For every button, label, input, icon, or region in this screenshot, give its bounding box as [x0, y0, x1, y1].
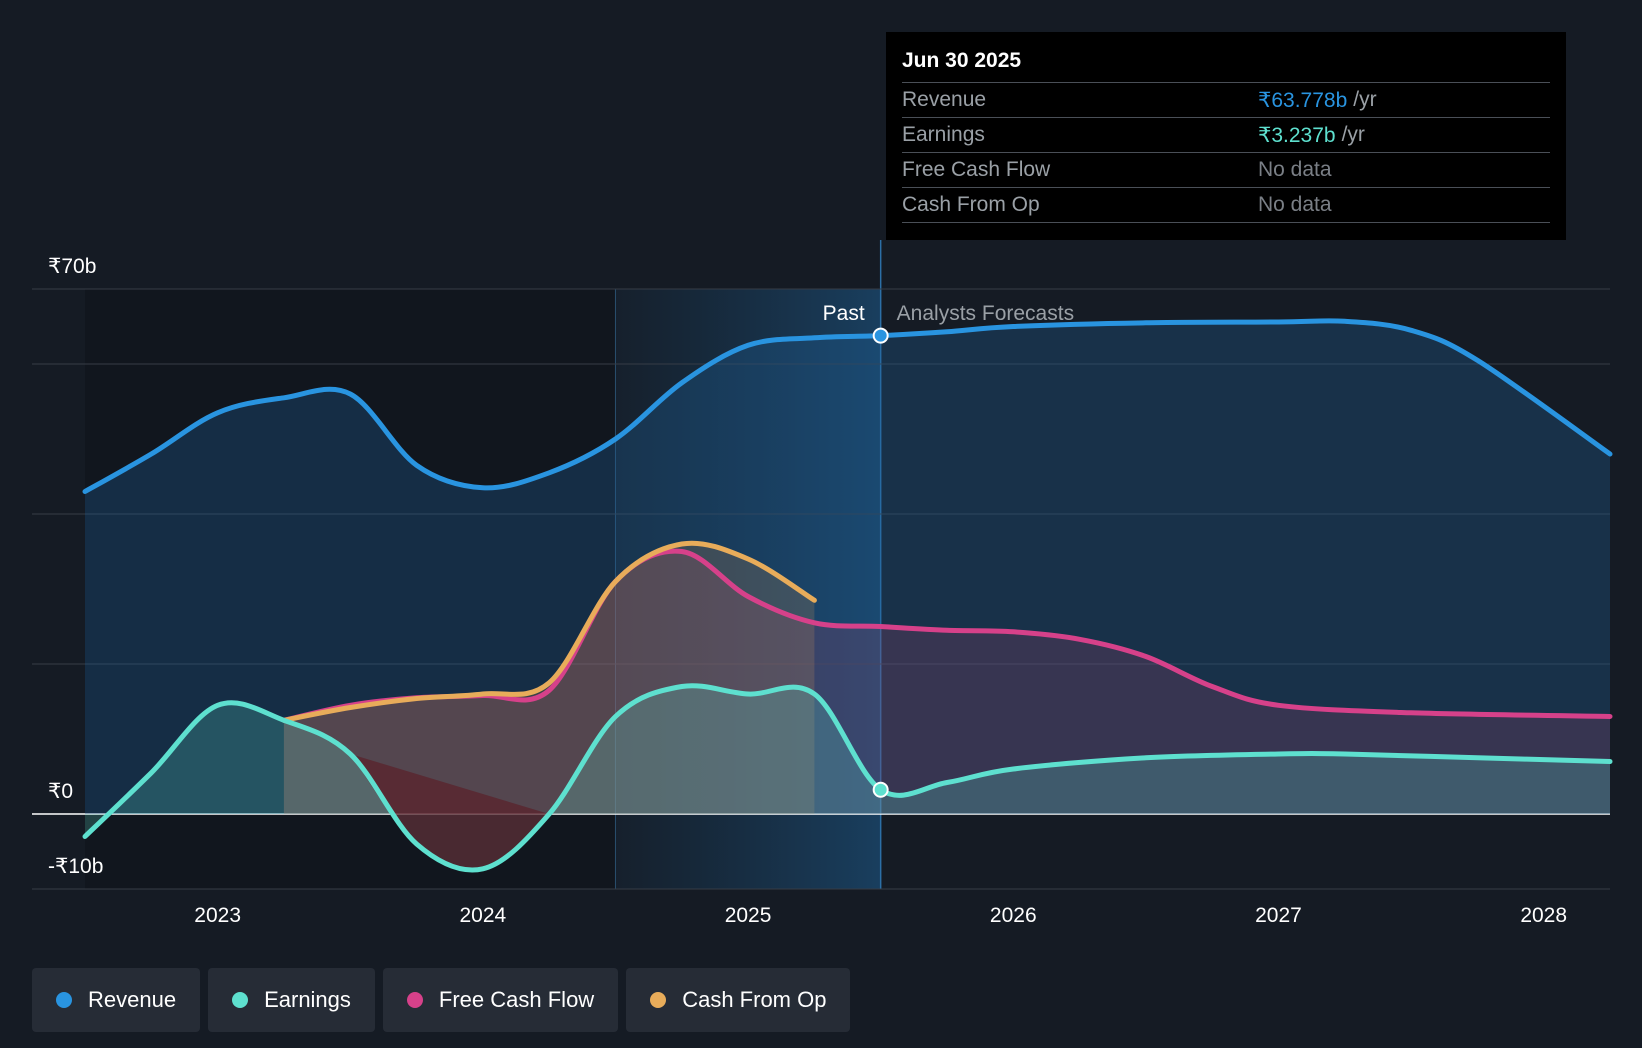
legend-item-cash-from-op[interactable]: Cash From Op: [626, 968, 851, 1032]
area-free-cash-flow: [283, 551, 1610, 814]
legend-label: Earnings: [264, 987, 351, 1012]
marker-revenue: [872, 327, 889, 344]
line-revenue: [82, 318, 1613, 494]
x-tick-label: 2026: [990, 904, 1037, 927]
legend-item-revenue[interactable]: Revenue: [32, 968, 201, 1032]
line-cash-from-op: [281, 540, 817, 723]
tooltip-row-earnings: Earnings ₹3.237b /yr: [902, 117, 1550, 152]
gridlines: [32, 288, 1610, 890]
y-tick-label: ₹70b: [48, 255, 96, 278]
axis-labels: ₹70b ₹0 -₹10b 2023 2024 2025 2026 2027 2028 Past A…: [48, 255, 1567, 927]
tooltip-unit: /yr: [1353, 88, 1377, 111]
tooltip-label: Earnings: [902, 123, 985, 146]
tooltip-value: No data: [1258, 193, 1332, 216]
y-tick-label: ₹0: [48, 780, 73, 803]
tooltip-unit: /yr: [1341, 123, 1365, 146]
line-earnings: [82, 683, 1613, 873]
past-region: [85, 289, 616, 889]
past-highlight-region: [615, 289, 881, 889]
tooltip-row-cash-from-op: Cash From Op No data: [902, 187, 1550, 223]
legend-dot-icon: [232, 992, 249, 1008]
marker-earnings: [872, 781, 889, 798]
x-tick-label: 2025: [725, 904, 772, 927]
legend: Revenue Earnings Free Cash Flow Cash Fro…: [32, 968, 851, 1032]
x-tick-label: 2028: [1520, 904, 1567, 927]
legend-label: Revenue: [88, 987, 177, 1012]
y-tick-label: -₹10b: [48, 855, 103, 878]
legend-item-earnings[interactable]: Earnings: [208, 968, 375, 1032]
markers: [872, 327, 889, 798]
legend-item-free-cash-flow[interactable]: Free Cash Flow: [382, 968, 619, 1032]
past-label: Past: [823, 302, 865, 325]
forecast-label: Analysts Forecasts: [897, 302, 1074, 325]
series-lines: [82, 318, 1613, 873]
tooltip-value: ₹63.778b: [1258, 88, 1348, 112]
legend-label: Free Cash Flow: [438, 987, 595, 1012]
legend-dot-icon: [406, 992, 423, 1008]
tooltip-label: Cash From Op: [902, 193, 1040, 216]
x-tick-label: 2024: [459, 904, 506, 927]
area-fills: [85, 320, 1610, 871]
area-cash-from-op: [283, 543, 815, 814]
x-tick-label: 2023: [194, 904, 241, 927]
tooltip-value: No data: [1258, 158, 1332, 181]
tooltip-label: Revenue: [902, 88, 987, 111]
legend-dot-icon: [650, 992, 667, 1008]
legend-dot-icon: [56, 992, 72, 1008]
x-tick-label: 2027: [1255, 904, 1302, 927]
tooltip-row-free-cash-flow: Free Cash Flow No data: [902, 152, 1550, 187]
tooltip-date: Jun 30 2025: [902, 49, 1022, 72]
legend-label: Cash From Op: [682, 987, 827, 1012]
tooltip-value: ₹3.237b: [1258, 123, 1336, 147]
tooltip-label: Free Cash Flow: [902, 158, 1051, 181]
area-earnings-negative: [350, 754, 550, 871]
tooltip: Jun 30 2025 Revenue ₹63.778b /yr Earning…: [886, 32, 1566, 240]
tooltip-row-revenue: Revenue ₹63.778b /yr: [902, 82, 1550, 117]
